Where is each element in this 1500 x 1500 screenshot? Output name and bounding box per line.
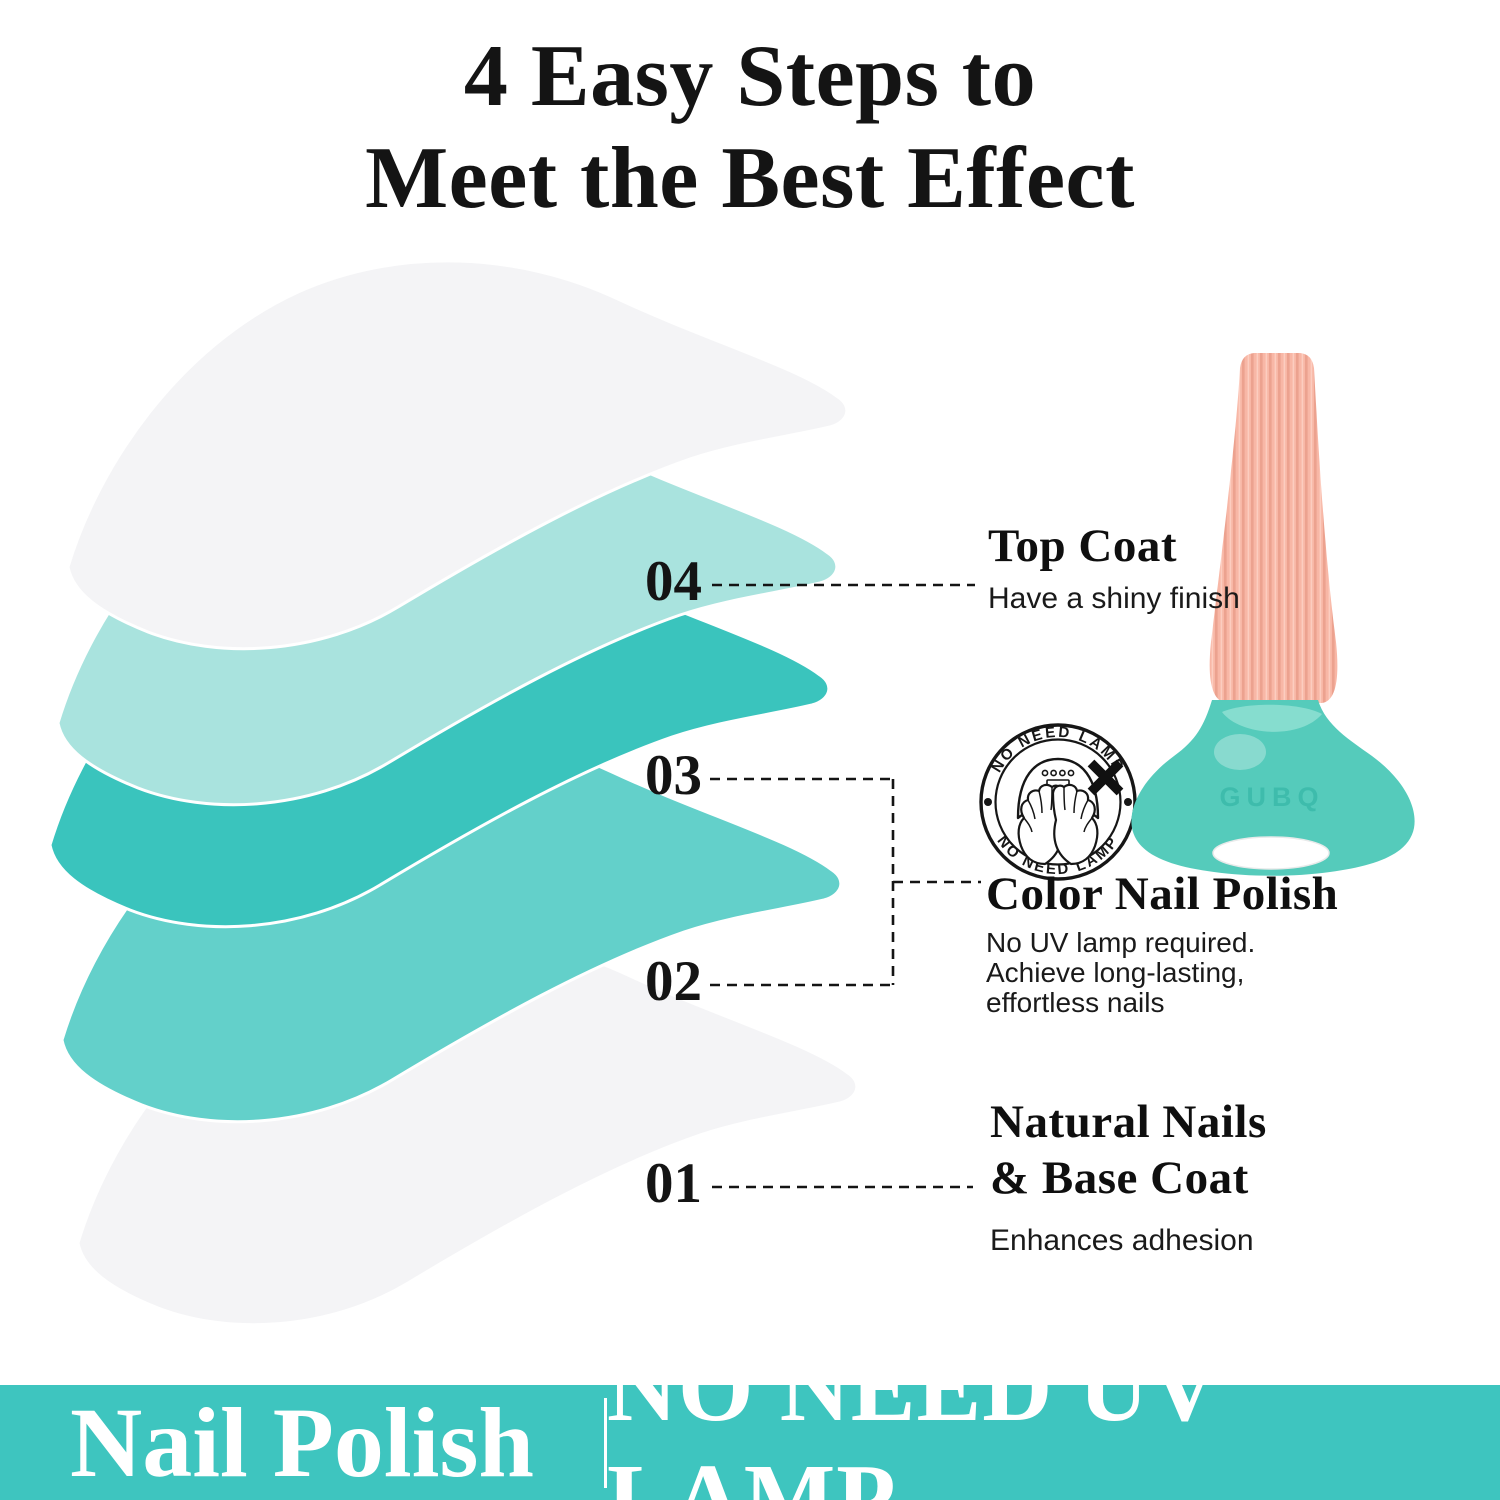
bottle-white-base — [1212, 836, 1330, 870]
hands-icon — [1017, 783, 1099, 866]
color-polish-desc-line1: No UV lamp required. — [986, 927, 1256, 958]
stamp-right-dot — [1124, 798, 1132, 806]
bottle-brand-text: GUBQ — [1220, 782, 1325, 812]
footer-divider — [604, 1397, 607, 1488]
coat-layers — [48, 259, 859, 1327]
page-title-line1: 4 Easy Steps to — [463, 28, 1037, 125]
bottle-shoulder-highlight — [1222, 704, 1322, 732]
base-coat-heading-line2: & Base Coat — [990, 1152, 1249, 1204]
annotation-color-polish: Color Nail Polish No UV lamp required. A… — [986, 866, 1338, 1018]
x-mark-icon — [1087, 759, 1124, 796]
page-title: 4 Easy Steps to Meet the Best Effect — [0, 26, 1500, 230]
footer-banner: Nail Polish NO NEED UV LAMP — [0, 1334, 1500, 1500]
step-number-02: 02 — [645, 950, 702, 1013]
stamp-left-dot — [984, 798, 992, 806]
footer-left-label: Nail Polish — [70, 1387, 534, 1498]
color-polish-description: No UV lamp required. Achieve long-lastin… — [986, 928, 1338, 1018]
color-polish-desc-line2: Achieve long-lasting, — [986, 957, 1245, 988]
top-coat-description: Have a shiny finish — [988, 582, 1240, 615]
base-coat-heading: Natural Nails & Base Coat — [990, 1094, 1267, 1206]
base-coat-heading-line1: Natural Nails — [990, 1096, 1267, 1148]
leader-lines — [710, 583, 981, 1189]
step-number-04: 04 — [645, 550, 702, 613]
step-number-01: 01 — [645, 1152, 702, 1215]
footer-right-label: NO NEED UV LAMP — [607, 1333, 1219, 1500]
base-coat-description: Enhances adhesion — [990, 1224, 1254, 1257]
hand-right — [1051, 783, 1099, 866]
bottle-cap — [1209, 353, 1338, 703]
nail-polish-bottle: GUBQ — [1131, 353, 1415, 876]
no-need-lamp-stamp: NO NEED LAMP NO NEED LAMP — [979, 723, 1137, 881]
step-number-03: 03 — [645, 744, 702, 807]
page-title-line2: Meet the Best Effect — [365, 130, 1135, 227]
color-polish-desc-line3: effortless nails — [986, 987, 1165, 1018]
color-polish-heading: Color Nail Polish — [986, 868, 1339, 920]
annotation-base-coat: Natural Nails & Base Coat Enhances adhes… — [990, 1094, 1267, 1257]
bottle-body — [1131, 700, 1415, 876]
uv-lamp-icon — [1016, 757, 1124, 866]
bottle-glass-highlight — [1214, 734, 1266, 770]
annotation-top-coat: Top Coat Have a shiny finish — [988, 518, 1240, 615]
top-coat-heading: Top Coat — [988, 520, 1178, 572]
